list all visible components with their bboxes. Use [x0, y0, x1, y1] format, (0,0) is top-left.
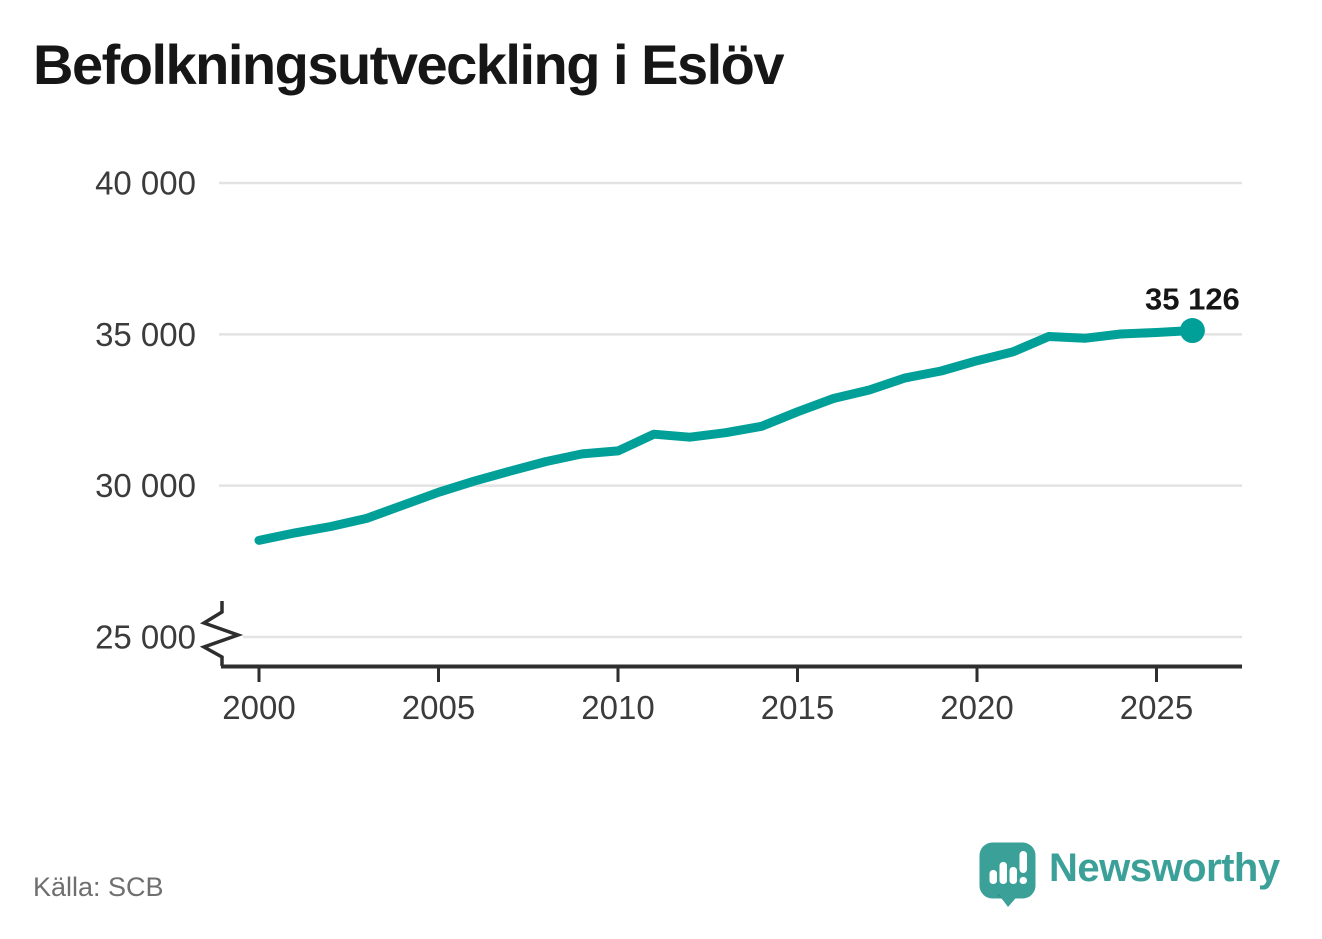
- y-axis-tick-label: 30 000: [95, 467, 196, 504]
- x-axis-tick-label: 2010: [581, 689, 654, 726]
- x-axis-tick-label: 2015: [761, 689, 834, 726]
- x-axis-tick-label: 2000: [222, 689, 295, 726]
- y-axis-tick-label: 25 000: [95, 619, 196, 656]
- population-line: [254, 326, 1197, 545]
- gridlines-group: [219, 181, 1242, 639]
- x-axis-tick-label: 2005: [402, 689, 475, 726]
- annotation-group: 35 126: [1145, 282, 1240, 344]
- y-axis-tick-label: 40 000: [95, 165, 196, 202]
- y-axis-tick-label: 35 000: [95, 316, 196, 353]
- newsworthy-logo-text: Newsworthy: [1049, 846, 1280, 890]
- source-text: Källa: SCB: [33, 872, 164, 902]
- x-axis-tick-label: 2020: [940, 689, 1013, 726]
- page-title: Befolkningsutveckling i Eslöv: [33, 33, 785, 96]
- end-point-dot: [1179, 318, 1205, 344]
- data-series-group: [254, 326, 1197, 545]
- x-axis-group: 2000 2005 2010 2015 2020 2025: [199, 601, 1242, 726]
- y-axis-group: 25 000 30 000 35 000 40 000: [95, 165, 196, 656]
- newsworthy-logo: Newsworthy: [979, 842, 1280, 908]
- x-axis-tick-label: 2025: [1120, 689, 1193, 726]
- end-point-value-label: 35 126: [1145, 282, 1240, 317]
- newsworthy-logo-icon: [979, 842, 1036, 907]
- logo-bar-chart-glyph: [989, 851, 1027, 884]
- axis-break-icon: [199, 601, 244, 666]
